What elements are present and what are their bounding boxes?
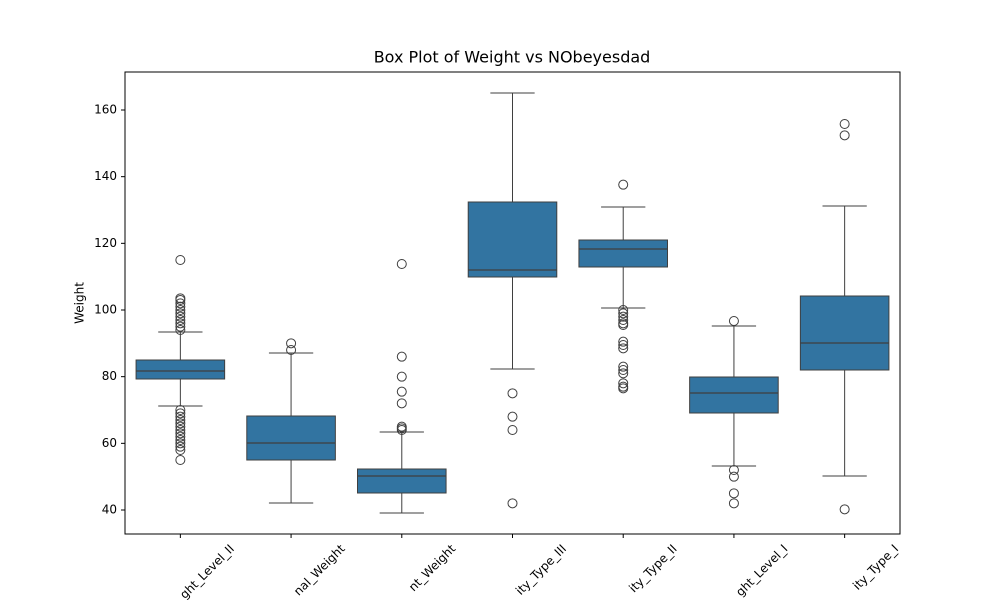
outlier [175, 308, 186, 319]
outlier [175, 298, 186, 309]
outlier [175, 421, 186, 432]
outlier [507, 388, 518, 399]
outlier [175, 435, 186, 445]
x-tick-label: ght_Level_II [177, 542, 237, 600]
outlier [728, 316, 739, 326]
outlier [618, 340, 629, 350]
outlier [396, 351, 407, 362]
outlier [618, 305, 629, 315]
outlier [175, 305, 186, 315]
box [689, 376, 779, 414]
box [357, 468, 447, 494]
outlier [839, 130, 850, 141]
outlier [396, 386, 407, 397]
y-axis-label: Weight [73, 282, 87, 324]
outlier [175, 255, 186, 265]
box [135, 359, 226, 380]
outlier [618, 308, 629, 319]
outlier [507, 425, 518, 435]
outlier [175, 441, 186, 452]
outlier [175, 321, 186, 332]
outlier [175, 318, 186, 329]
outlier [175, 411, 186, 422]
outlier [618, 179, 629, 190]
box [246, 415, 336, 461]
outlier [175, 425, 186, 435]
box [578, 239, 669, 268]
outlier [839, 504, 850, 515]
x-tick-label: ity_Type_II [626, 542, 680, 596]
chart-title: Box Plot of Weight vs NObeyesdad [374, 48, 651, 67]
outlier [618, 336, 629, 347]
x-tick-label: ght_Level_I [733, 542, 790, 599]
outlier [618, 361, 629, 372]
outlier [507, 411, 518, 422]
outlier [728, 488, 739, 499]
outlier [175, 431, 186, 442]
x-tick-label: ity_Type_III [513, 542, 569, 598]
outlier [175, 325, 186, 335]
outlier [618, 343, 629, 354]
outlier [728, 465, 739, 475]
outlier [618, 311, 629, 322]
x-tick-label: nal_Weight [291, 541, 348, 598]
outlier [175, 301, 186, 312]
outlier [507, 498, 518, 509]
outlier [396, 398, 407, 409]
outlier [728, 498, 739, 509]
outlier [618, 378, 629, 389]
outlier [396, 421, 407, 432]
outlier [728, 471, 739, 482]
box [799, 295, 890, 371]
outlier [175, 311, 186, 322]
x-tick-label: ity_Type_I [850, 542, 901, 593]
outlier [286, 338, 297, 349]
outlier [175, 418, 186, 429]
outlier [839, 119, 850, 129]
outlier [175, 445, 186, 455]
outlier [175, 408, 186, 419]
outlier [618, 315, 629, 325]
outlier [175, 293, 186, 304]
y-tick-label: 100 [94, 303, 117, 317]
y-tick-label: 160 [94, 103, 117, 117]
outlier [396, 259, 407, 269]
outlier [396, 371, 407, 382]
x-tick-label: nt_Weight [406, 541, 459, 594]
outlier [175, 428, 186, 439]
outlier [618, 383, 629, 394]
outlier [175, 438, 186, 449]
y-tick-label: 120 [94, 236, 117, 250]
outlier [175, 315, 186, 325]
outlier [175, 405, 186, 415]
outlier [618, 368, 629, 379]
outlier [286, 345, 297, 355]
y-tick-label: 60 [102, 436, 117, 450]
outlier [618, 365, 629, 375]
y-tick-label: 40 [102, 503, 117, 517]
outlier [175, 415, 186, 425]
y-tick-label: 140 [94, 169, 117, 183]
box [467, 201, 558, 278]
outlier [618, 320, 629, 330]
y-tick-label: 80 [102, 369, 117, 383]
outlier [175, 455, 186, 465]
